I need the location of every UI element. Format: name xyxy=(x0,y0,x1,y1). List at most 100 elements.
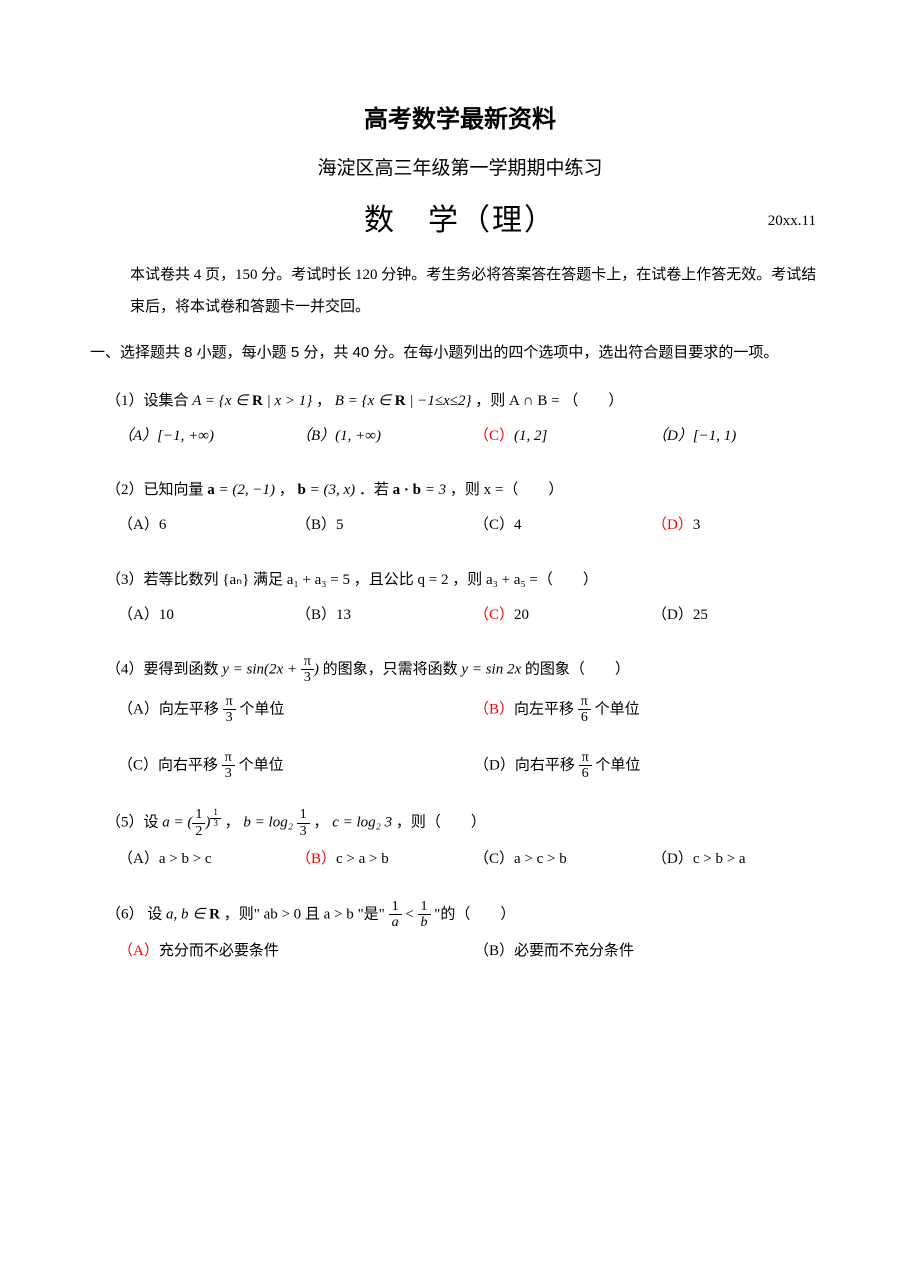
q2-optD: （D）3 xyxy=(652,513,830,539)
q4-optD-pi: π xyxy=(579,750,592,766)
q6-mid2: "是" xyxy=(358,906,389,922)
question-6: （6） 设 a, b ∈ R ，则" ab > 0 且 a > b "是" 1a… xyxy=(106,899,830,931)
q4-optB-label: （B） xyxy=(474,701,514,717)
q5-b-d: 3 xyxy=(297,824,310,839)
question-5: （5）设 a = (12)13 ， b = log₂ 13 ， c = log₂… xyxy=(106,807,830,839)
q5-exp-d: 3 xyxy=(210,819,221,829)
q4-optD-pre: （D）向右平移 xyxy=(474,757,579,773)
q4-optB-pi: π xyxy=(578,694,591,710)
q4-optA-pi: π xyxy=(223,694,236,710)
q4-suf: 的图象（ ） xyxy=(525,661,630,677)
q4-optD-den: 6 xyxy=(579,766,592,781)
q5-c: c = log₂ 3 xyxy=(332,815,392,831)
q2-mid: ．若 xyxy=(359,482,393,498)
q2-sep: ， xyxy=(279,482,298,498)
q1-then: ，则 A ∩ B = （ ） xyxy=(475,393,623,409)
q6-optA-label: （A） xyxy=(118,943,159,959)
q1-prefix: （1）设集合 xyxy=(106,393,192,409)
q4-optC-pi: π xyxy=(222,750,235,766)
intro-text: 本试卷共 4 页，150 分。考试时长 120 分钟。考生务必将答案答在答题卡上… xyxy=(90,260,830,323)
q5-half-n: 1 xyxy=(192,807,205,823)
q2-options: （A）6 （B）5 （C）4 （D）3 xyxy=(118,513,830,539)
q4-3: 3 xyxy=(301,670,314,685)
q1-R1: R xyxy=(252,393,263,409)
question-3: （3）若等比数列 {aₙ} 满足 a₁ + a₃ = 5 ，且公比 q = 2 … xyxy=(106,565,830,595)
q4-optA-den: 3 xyxy=(223,710,236,725)
q5-optB-val: c > a > b xyxy=(336,851,389,867)
q4-pi: π xyxy=(301,654,314,670)
q5-apre: a = ( xyxy=(162,815,192,831)
sub-title: 海淀区高三年级第一学期期中练习 xyxy=(90,153,830,185)
q2-a: a xyxy=(207,482,215,498)
q4-optA-pre: （A）向左平移 xyxy=(118,701,223,717)
q6-pre: （6） 设 xyxy=(106,906,166,922)
q6-f1d: a xyxy=(389,915,402,930)
q4-optB-suf: 个单位 xyxy=(591,701,640,717)
q2-optD-val: 3 xyxy=(693,517,701,533)
q2-prefix: （2）已知向量 xyxy=(106,482,207,498)
q1-sep1: ， xyxy=(316,393,335,409)
q2-optB: （B）5 xyxy=(296,513,474,539)
q4-optC-suf: 个单位 xyxy=(235,757,284,773)
q5-options: （A）a > b > c （B）c > a > b （C）a > c > b （… xyxy=(118,847,830,873)
q6-f2n: 1 xyxy=(418,899,431,915)
subject-row: 数 学（理） 20xx.11 xyxy=(90,195,830,246)
q6-optA: （A）充分而不必要条件 xyxy=(118,939,474,965)
q5-optD: （D）c > b > a xyxy=(652,847,830,873)
q5-sep1: ， xyxy=(225,815,244,831)
exam-date: 20xx.11 xyxy=(768,209,816,235)
q6-ab: a, b ∈ xyxy=(166,906,209,922)
q1-setA-pre: A = {x ∈ xyxy=(192,393,252,409)
question-4: （4）要得到函数 y = sin(2x + π3) 的图象，只需将函数 y = … xyxy=(106,654,830,686)
q1-optC-label: （C） xyxy=(474,428,514,444)
q3-options: （A）10 （B）13 （C）20 （D）25 xyxy=(118,603,830,629)
main-title: 高考数学最新资料 xyxy=(90,100,830,141)
q5-then: ，则（ ） xyxy=(396,815,486,831)
q4-optB: （B）向左平移 π6 个单位 xyxy=(474,694,830,726)
q1-setB-post: | −1≤x≤2} xyxy=(406,393,472,409)
q4-pre: （4）要得到函数 xyxy=(106,661,222,677)
q5-half-d: 2 xyxy=(192,824,205,839)
q4-optA: （A）向左平移 π3 个单位 xyxy=(118,694,474,726)
q4-mid: 的图象，只需将函数 xyxy=(323,661,462,677)
question-2: （2）已知向量 a = (2, −1) ， b = (3, x) ．若 a · … xyxy=(106,475,830,505)
q6-optA-val: 充分而不必要条件 xyxy=(159,943,279,959)
q4-optB-den: 6 xyxy=(578,710,591,725)
q5-optB-label: （B） xyxy=(296,851,336,867)
q5-sep2: ， xyxy=(313,815,332,831)
q2-optA: （A）6 xyxy=(118,513,296,539)
subject-title: 数 学（理） xyxy=(90,195,830,246)
q5-b-n: 1 xyxy=(297,807,310,823)
section-1-heading: 一、选择题共 8 小题，每小题 5 分，共 40 分。在每小题列出的四个选项中，… xyxy=(150,339,830,368)
q6-mid3: "的（ ） xyxy=(434,906,515,922)
q5-bpre: b = log₂ xyxy=(243,815,296,831)
q3-optA: （A）10 xyxy=(118,603,296,629)
question-1: （1）设集合 A = {x ∈ R | x > 1} ， B = {x ∈ R … xyxy=(106,386,830,416)
q1-setB-pre: B = {x ∈ xyxy=(335,393,395,409)
q6-f1n: 1 xyxy=(389,899,402,915)
q4-optD-suf: 个单位 xyxy=(592,757,641,773)
q1-optB: （B）(1, +∞) xyxy=(296,424,474,450)
q4-y1c: ) xyxy=(314,661,319,677)
q4-optC-pre: （C）向右平移 xyxy=(118,757,222,773)
q1-optD: （D）[−1, 1) xyxy=(652,424,830,450)
q4-optB-pre: 向左平移 xyxy=(514,701,578,717)
q3-text: （3）若等比数列 {aₙ} 满足 a₁ + a₃ = 5 ，且公比 q = 2 … xyxy=(106,572,598,588)
q3-optD: （D）25 xyxy=(652,603,830,629)
q4-optC-den: 3 xyxy=(222,766,235,781)
q2-optC: （C）4 xyxy=(474,513,652,539)
q6-lt: < xyxy=(405,906,417,922)
q2-aval: = (2, −1) xyxy=(215,482,275,498)
q4-y1: y = sin(2x + xyxy=(222,661,301,677)
q2-b: b xyxy=(298,482,306,498)
q3-optB: （B）13 xyxy=(296,603,474,629)
q3-optC-val: 20 xyxy=(514,607,529,623)
q4-options: （A）向左平移 π3 个单位 （B）向左平移 π6 个单位 （C）向右平移 π3… xyxy=(118,694,830,782)
q2-eq: = 3 xyxy=(421,482,446,498)
q1-optC-val: (1, 2] xyxy=(514,428,547,444)
q1-optA: （A）[−1, +∞) xyxy=(118,424,296,450)
q6-R: R xyxy=(209,906,220,922)
q6-optB: （B）必要而不充分条件 xyxy=(474,939,830,965)
q2-then: ，则 x =（ ） xyxy=(450,482,563,498)
q6-options: （A）充分而不必要条件 （B）必要而不充分条件 xyxy=(118,939,830,965)
